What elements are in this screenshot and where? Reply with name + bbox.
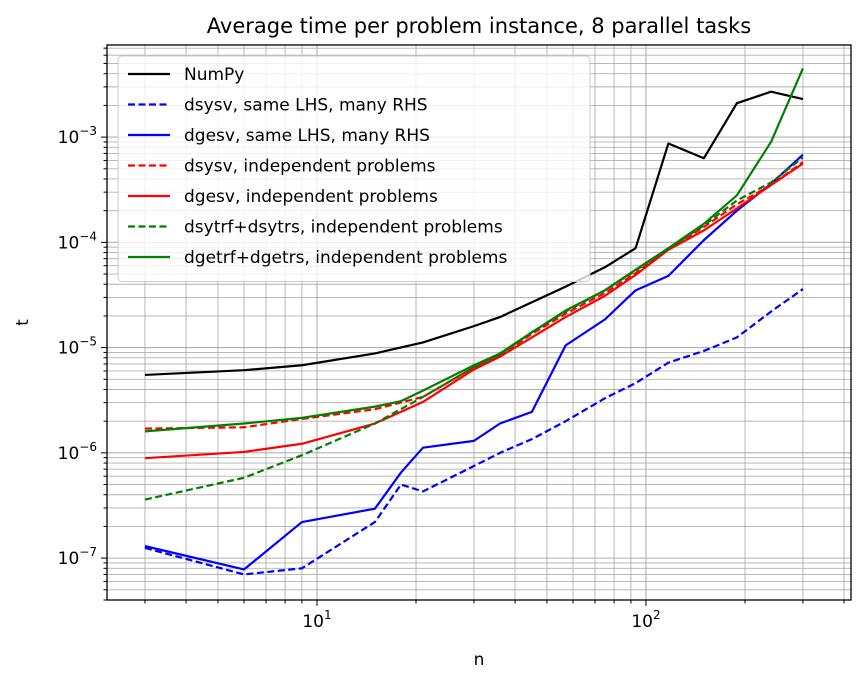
legend-label-5: dgesv, independent problems	[184, 187, 438, 207]
x-tick-label: 101	[302, 608, 331, 632]
series-line-4	[144, 161, 804, 430]
y-tick-label: 10−3	[58, 124, 97, 148]
y-tick-label: 10−5	[58, 335, 97, 359]
chart-title: Average time per problem instance, 8 par…	[207, 14, 751, 38]
plot-frame	[106, 44, 852, 601]
legend: NumPy dsysv, same LHS, many RHS dgesv, sam…	[117, 55, 591, 282]
y-tick-label: 10−6	[58, 440, 97, 464]
y-axis-label: t	[13, 319, 33, 326]
y-tick-label: 10−7	[58, 545, 97, 569]
legend-label-2: dsysv, same LHS, many RHS	[184, 96, 428, 116]
legend-label-6: dsytrf+dsytrs, independent problems	[184, 218, 503, 238]
series-line-3	[144, 153, 804, 571]
series-lines	[144, 67, 804, 576]
series-line-5	[144, 162, 804, 460]
y-tick-label: 10−4	[58, 229, 97, 253]
legend-box	[117, 55, 591, 282]
series-line-2	[144, 288, 804, 576]
series-line-1	[144, 90, 804, 377]
series-line-7	[144, 67, 804, 433]
x-tick-label: 102	[631, 608, 660, 632]
axis-ticks: 101 102 10−7 10−6 10−5 10−4 10−3	[58, 47, 845, 632]
legend-label-4: dsysv, independent problems	[184, 157, 436, 177]
legend-label-1: NumPy	[184, 65, 244, 85]
legend-label-3: dgesv, same LHS, many RHS	[184, 126, 430, 146]
legend-label-7: dgetrf+dgetrs, independent problems	[184, 248, 507, 268]
x-axis-label: n	[474, 650, 485, 670]
